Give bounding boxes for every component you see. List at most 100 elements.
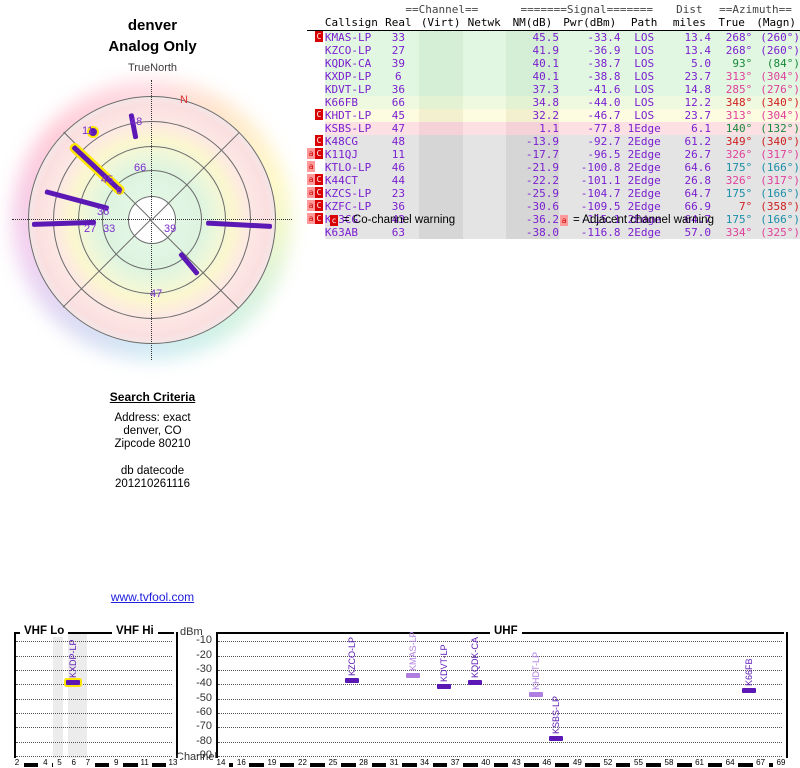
station-bar-KSBS-LP[interactable] (549, 736, 563, 742)
station-bar-K66FB[interactable] (742, 687, 757, 693)
cell-azimuth-true: 268° (711, 30, 753, 44)
table-group-header-row: ==Channel== =======Signal======= Dist ==… (307, 4, 800, 16)
cell-path: LOS (620, 57, 668, 70)
header-badges (307, 16, 325, 31)
cell-azimuth-magnetic: (84°) (752, 57, 800, 70)
cell-path: LOS (620, 83, 668, 96)
table-row[interactable]: KSBS-LP 47 1.1 -77.8 1Edge 6.1 140° (132°) (307, 122, 800, 135)
adjacent-channel-badge-icon (307, 57, 315, 68)
cell-noise-margin: -21.9 (505, 161, 560, 174)
adjacent-channel-legend-text: = Adjacent channel warning (573, 214, 714, 226)
cell-noise-margin: 40.1 (505, 70, 560, 83)
station-bar-KDVT-LP[interactable] (437, 684, 451, 690)
table-row[interactable]: K63AB 63 -38.0 -116.8 2Edge 57.0 334° (325°) (307, 226, 800, 239)
radar-ring-inner (128, 196, 176, 244)
vhf-channel-tick-4: 4 (38, 758, 53, 767)
table-row[interactable]: a C K43CG 43 -36.2 -115.1 2Edge 64.7 175° (166°) (307, 213, 800, 226)
cell-azimuth-true: 175° (711, 187, 753, 200)
polar-title: denver (127, 17, 178, 34)
vhf-plot-area (14, 632, 178, 767)
adjacent-channel-legend: a = Adjacent channel warning (560, 214, 714, 226)
uhf-channel-tick-37: 37 (447, 758, 464, 767)
table-row[interactable]: C KHDT-LP 45 32.2 -46.7 LOS 23.7 313° (304°) (307, 109, 800, 122)
dbm-tick-30: -30 (196, 662, 212, 675)
vhf-channel-tick-6: 6 (66, 758, 81, 767)
cell-distance-miles: 12.2 (667, 96, 712, 109)
cell-virtual-channel (418, 226, 463, 239)
dbm-tick-50: -50 (196, 691, 212, 704)
cell-azimuth-true: 285° (711, 83, 753, 96)
station-bar-KZCO-LP[interactable] (345, 677, 360, 683)
cell-network (462, 174, 506, 187)
cell-real-channel: 23 (377, 187, 419, 200)
uhf-channel-tick-64: 64 (722, 758, 739, 767)
group-header-signal: =======Signal======= (520, 3, 653, 16)
truenorth-label: TrueNorth (127, 62, 178, 74)
cell-real-channel: 36 (377, 200, 419, 213)
cell-real-channel: 63 (377, 226, 419, 239)
vhf-channel-tick-11: 11 (137, 758, 152, 767)
cell-real-channel: 6 (377, 70, 419, 83)
station-bar-KMAS-LP[interactable] (406, 672, 421, 678)
cell-callsign: KXDP-LP (324, 70, 378, 83)
table-row[interactable]: a KTLO-LP 46 -21.9 -100.8 2Edge 64.6 175° (166°) (307, 161, 800, 174)
search-criteria-title: Search Criteria (109, 390, 196, 404)
cell-power-dbm: -100.8 (559, 161, 621, 174)
table-row[interactable]: C KMAS-LP 33 45.5 -33.4 LOS 13.4 268° (260°) (307, 30, 800, 44)
table-row[interactable]: C K48CG 48 -13.9 -92.7 2Edge 61.2 349° (340°) (307, 135, 800, 148)
cell-azimuth-magnetic: (317°) (752, 174, 800, 187)
station-label-KSBS-LP: KSBS-LP (551, 696, 561, 735)
search-criteria-block: Search Criteria Address: exact denver, C… (0, 388, 305, 491)
cell-noise-margin: -13.9 (505, 135, 560, 148)
cell-path: 2Edge (620, 187, 668, 200)
cell-azimuth-true: 326° (711, 174, 753, 187)
table-row[interactable]: a C KZFC-LP 36 -30.6 -109.5 2Edge 66.9 7° (358°) (307, 200, 800, 213)
cell-callsign: K48CG (324, 135, 378, 148)
uhf-channel-tick-28: 28 (355, 758, 372, 767)
gridline-40-vhf (16, 684, 172, 686)
cell-virtual-channel (418, 161, 463, 174)
cell-distance-miles: 64.7 (667, 187, 712, 200)
gridline-40-uhf (218, 684, 782, 686)
station-bar-KXDP-LP[interactable] (65, 680, 80, 686)
dbm-axis-title: dBm (180, 626, 203, 638)
station-bar-KQDK-CA[interactable] (467, 680, 482, 686)
station-bar-KHDT-LP[interactable] (528, 691, 543, 697)
polar-radar: N 48 11 66 45 6 36 33 27 39 47 (12, 80, 292, 360)
gridline-30-uhf (218, 669, 782, 671)
table-row[interactable]: a C KZCS-LP 23 -25.9 -104.7 2Edge 64.7 175° (166°… (307, 187, 800, 200)
adjacent-channel-badge-icon: a (307, 213, 315, 224)
cell-real-channel: 48 (377, 135, 419, 148)
table-row[interactable]: a C K11QJ 11 -17.7 -96.5 2Edge 26.7 326° (317°) (307, 148, 800, 161)
radar-channel-label-39: 39 (164, 223, 177, 235)
cell-azimuth-magnetic: (166°) (752, 161, 800, 174)
cell-distance-miles: 13.4 (667, 30, 712, 44)
co-channel-badge-icon: C (315, 31, 323, 42)
table-row[interactable]: KDVT-LP 36 37.3 -41.6 LOS 14.8 285° (276°) (307, 83, 800, 96)
radar-channel-label-6: 6 (116, 185, 123, 197)
tvfool-link[interactable]: www.tvfool.com (110, 590, 195, 604)
row-warning-badges (307, 70, 325, 83)
cell-noise-margin: 40.1 (505, 57, 560, 70)
polar-plot-panel: denver Analog Only TrueNorth N 48 11 66 45 6… (0, 0, 305, 380)
row-warning-badges: C (307, 30, 325, 44)
uhf-channel-tick-25: 25 (325, 758, 341, 767)
cell-power-dbm: -77.8 (559, 122, 621, 135)
gridline-80-vhf (16, 741, 172, 743)
table-row[interactable]: K66FB 66 34.8 -44.0 LOS 12.2 348° (340°) (307, 96, 800, 109)
table-row[interactable]: KQDK-CA 39 40.1 -38.7 LOS 5.0 93° (84°) (307, 57, 800, 70)
dbm-tick-60: -60 (196, 705, 212, 718)
cell-path: 1Edge (620, 122, 668, 135)
table-row[interactable]: KZCO-LP 27 41.9 -36.9 LOS 13.4 268° (260°) (307, 44, 800, 57)
table-row[interactable]: KXDP-LP 6 40.1 -38.8 LOS 23.7 313° (304°) (307, 70, 800, 83)
cell-azimuth-magnetic: (340°) (752, 135, 800, 148)
header-magn: (Magn) (752, 16, 800, 31)
cell-distance-miles: 23.7 (667, 109, 712, 122)
cell-network (462, 96, 506, 109)
table-row[interactable]: a C K44CT 44 -22.2 -101.1 2Edge 26.8 326° (317°) (307, 174, 800, 187)
gridline-60-vhf (16, 712, 172, 714)
spacer-cell (307, 4, 325, 16)
radar-channel-label-48: 48 (130, 116, 143, 128)
